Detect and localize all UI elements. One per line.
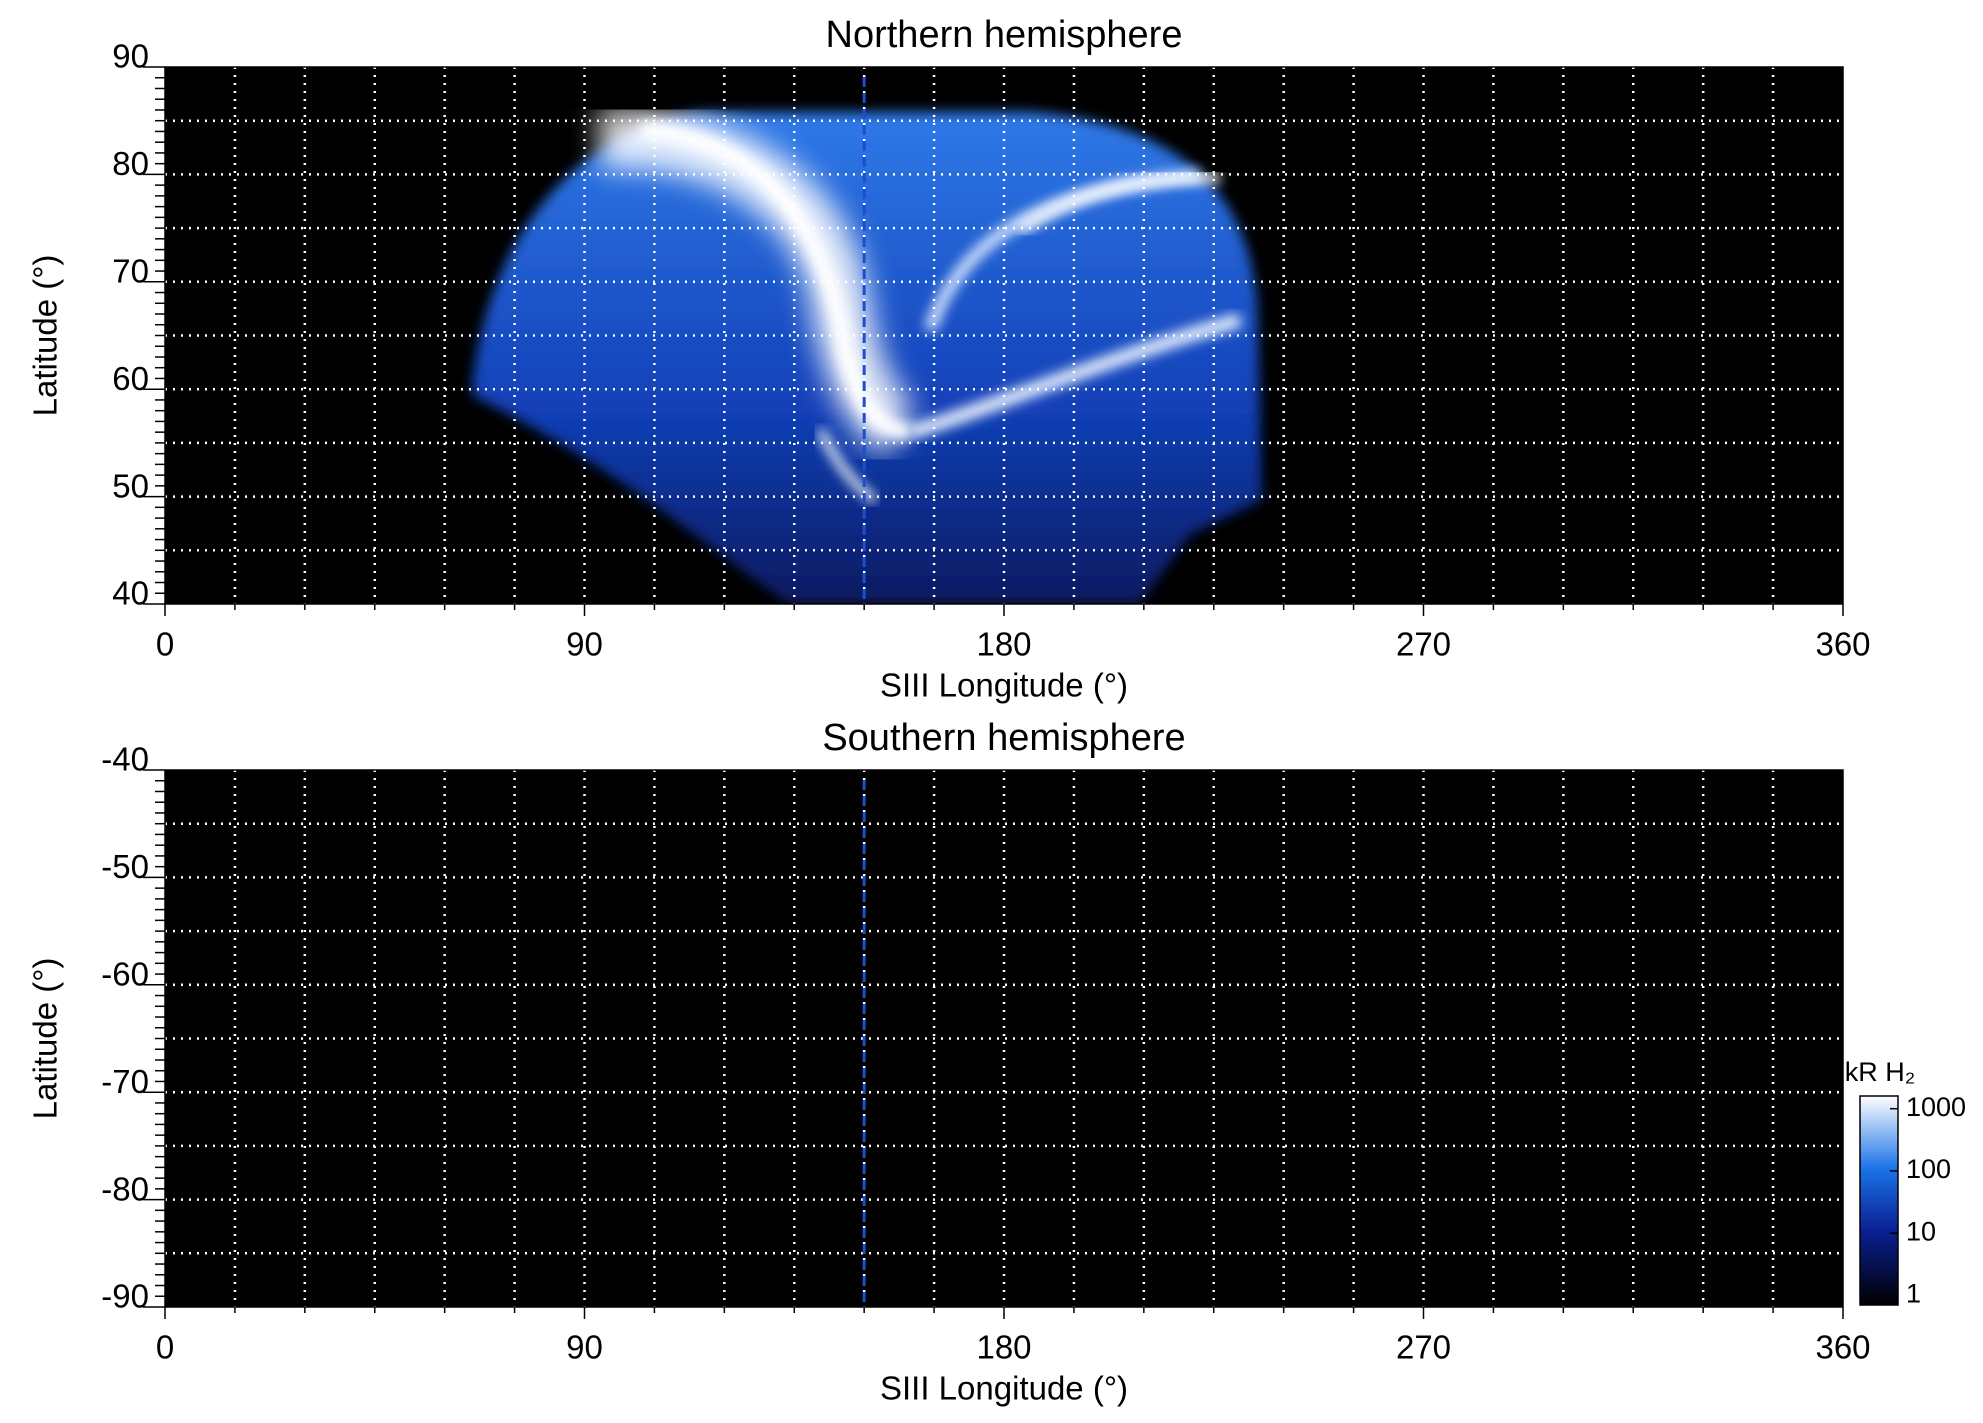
- colorbar-tick-label: 1000: [1906, 1092, 1966, 1122]
- plots: Northern hemisphere SIII Longitude (°) Lat…: [27, 14, 1966, 1407]
- panel: Southern hemisphere SIII Longitude (°) Lat…: [27, 717, 1966, 1407]
- aurora-arc: [639, 121, 912, 441]
- y-tick-label: 70: [112, 253, 149, 290]
- x-tick-label: 360: [1815, 1329, 1870, 1366]
- x-tick-label: 180: [976, 626, 1031, 663]
- y-tick-label: -70: [101, 1063, 149, 1100]
- x-axis-label: SIII Longitude (°): [880, 1370, 1128, 1407]
- y-tick-label: 90: [112, 38, 149, 75]
- y-axis-label: Latitude (°): [27, 958, 64, 1120]
- y-tick-label: -80: [101, 1170, 149, 1207]
- y-axis-label: Latitude (°): [27, 255, 64, 417]
- colorbar: [1859, 1095, 1899, 1306]
- y-tick-label: -90: [101, 1278, 149, 1315]
- aurora-arc: [1017, 172, 1221, 235]
- panel: Northern hemisphere SIII Longitude (°) Lat…: [27, 14, 1871, 704]
- aurora-arc: [908, 313, 1242, 439]
- x-tick-label: 180: [976, 1329, 1031, 1366]
- colorbar-tick-label: 1: [1906, 1278, 1921, 1308]
- aurora-image: [472, 108, 1262, 604]
- x-tick-label: 0: [156, 1329, 174, 1366]
- y-tick-label: 50: [112, 467, 149, 504]
- chart-title: Northern hemisphere: [826, 14, 1183, 56]
- y-tick-label: -50: [101, 848, 149, 885]
- x-tick-label: 360: [1815, 626, 1870, 663]
- plot-frame: [164, 769, 1844, 1308]
- colorbar-tick-label: 100: [1906, 1154, 1951, 1184]
- y-tick-label: -60: [101, 956, 149, 993]
- x-tick-label: 270: [1396, 1329, 1451, 1366]
- chart-title: Southern hemisphere: [822, 717, 1185, 759]
- y-tick-label: -40: [101, 741, 149, 778]
- colorbar-tick-label: 10: [1906, 1216, 1936, 1246]
- x-tick-label: 0: [156, 626, 174, 663]
- plot-frame: [164, 66, 1844, 605]
- x-tick-label: 90: [566, 626, 603, 663]
- y-tick-label: 80: [112, 145, 149, 182]
- y-tick-label: 60: [112, 360, 149, 397]
- x-tick-label: 270: [1396, 626, 1451, 663]
- y-tick-label: 40: [112, 575, 149, 612]
- colorbar-label: kR H₂: [1845, 1057, 1915, 1087]
- x-axis-label: SIII Longitude (°): [880, 667, 1128, 704]
- x-tick-label: 90: [566, 1329, 603, 1366]
